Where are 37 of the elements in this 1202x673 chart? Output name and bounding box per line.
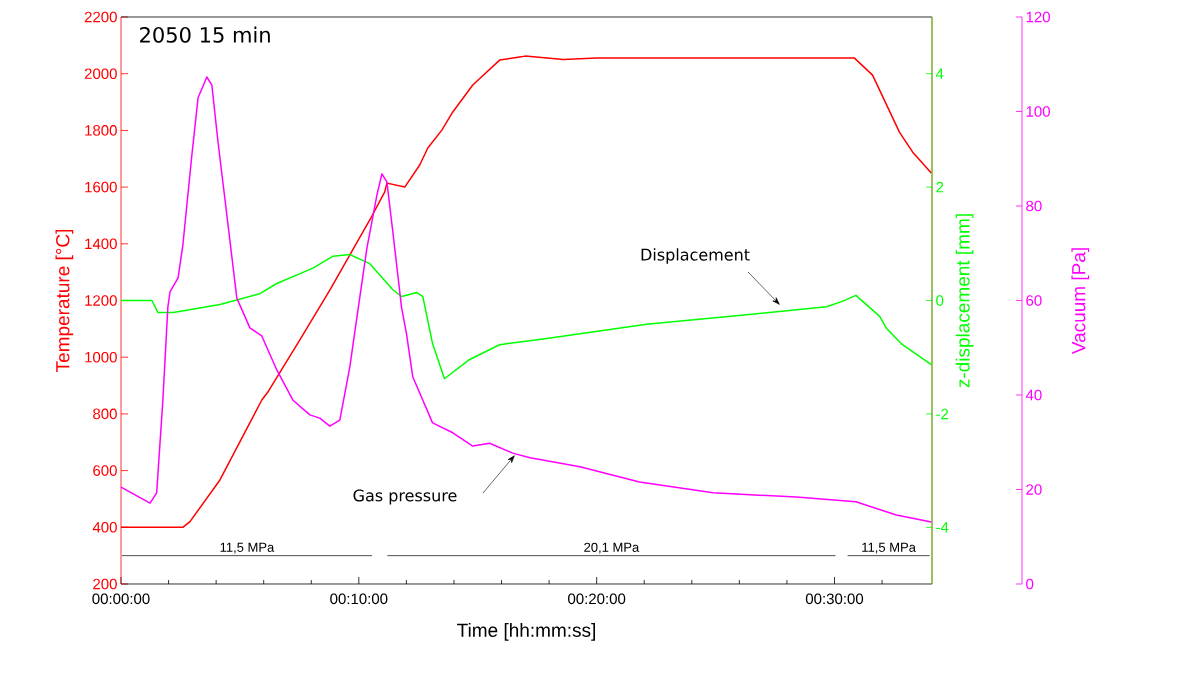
x-tick-label: 00:20:00 bbox=[568, 593, 626, 605]
y-tick-label: 400 bbox=[92, 521, 117, 533]
y3-tick-label: 0 bbox=[1026, 578, 1034, 590]
y2-tick-label: 2 bbox=[936, 181, 944, 193]
annotation: Displacement bbox=[641, 248, 750, 264]
y3-tick-label: 120 bbox=[1026, 11, 1050, 23]
y3-tick-label: 100 bbox=[1026, 106, 1050, 117]
y3-tick-label: 80 bbox=[1026, 200, 1042, 212]
series-label: 11,5 MPa bbox=[862, 542, 916, 554]
y-axis-title: Temperature [°C] bbox=[55, 229, 74, 372]
y3-axis-title: Vacuum [Pa] bbox=[1071, 248, 1090, 355]
y-tick-label: 2000 bbox=[84, 68, 117, 79]
x-tick-label: 00:10:00 bbox=[330, 593, 388, 605]
y-tick-label: 800 bbox=[93, 408, 117, 420]
y-tick-label: 1800 bbox=[85, 125, 117, 136]
y-tick-label: 1400 bbox=[85, 238, 117, 250]
y2-tick-label: 0 bbox=[936, 295, 944, 306]
series-label: 20,1 MPa bbox=[584, 542, 640, 554]
y-tick-label: 1000 bbox=[85, 351, 117, 363]
annotation: Gas pressure bbox=[353, 489, 457, 505]
x-axis-title: Time [hh:mm:ss] bbox=[457, 623, 595, 641]
y3-tick-label: 60 bbox=[1026, 295, 1042, 306]
y-tick-label: 2200 bbox=[84, 11, 117, 23]
y2-tick-label: -2 bbox=[936, 408, 949, 420]
series-label: 11,5 MPa bbox=[220, 542, 275, 554]
y-tick-label: 600 bbox=[93, 465, 117, 476]
y2-tick-label: 4 bbox=[935, 68, 944, 79]
chart-title: 2050 15 min bbox=[140, 26, 270, 43]
y-tick-label: 1200 bbox=[85, 295, 117, 306]
y2-axis-title: z-displacement [mm] bbox=[955, 214, 974, 388]
y-tick-label: 1600 bbox=[85, 181, 117, 193]
y2-tick-label: -4 bbox=[936, 522, 949, 533]
y-tick-label: 200 bbox=[93, 578, 117, 590]
x-tick-label: 00:00:00 bbox=[92, 593, 150, 605]
y3-tick-label: 40 bbox=[1025, 389, 1042, 401]
x-tick-label: 00:30:00 bbox=[805, 593, 864, 605]
y3-tick-label: 20 bbox=[1026, 484, 1042, 495]
